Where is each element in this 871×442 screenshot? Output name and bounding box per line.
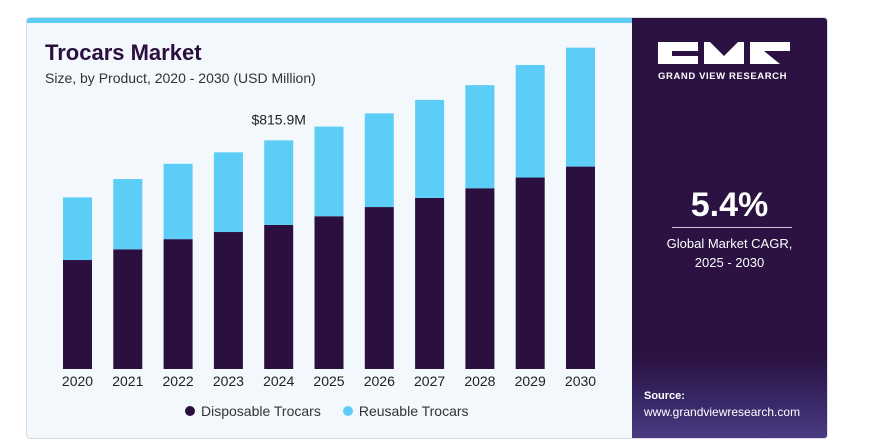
bar-disposable-2022 (163, 239, 193, 369)
x-tick-label-2025: 2025 (313, 373, 344, 389)
bar-reusable-2023 (213, 152, 243, 233)
bar-disposable-2026 (364, 207, 394, 369)
x-tick-label-2021: 2021 (112, 373, 143, 389)
value-annotation: $815.9M (251, 111, 305, 127)
cagr-value: 5.4% (690, 186, 769, 224)
legend-label-disposable: Disposable Trocars (201, 403, 321, 419)
source-background (632, 358, 827, 438)
cagr-label-line1: Global Market CAGR, (666, 236, 793, 251)
x-tick-label-2022: 2022 (163, 373, 194, 389)
bar-reusable-2030 (566, 47, 595, 167)
bar-disposable-2030 (566, 166, 595, 369)
cagr-label-line2: 2025 - 2030 (694, 255, 765, 270)
legend-swatch-reusable (342, 406, 353, 416)
bar-disposable-2023 (213, 232, 243, 369)
legend-item-disposable: Disposable Trocars (185, 403, 321, 419)
chart-subtitle: Size, by Product, 2020 - 2030 (USD Milli… (45, 70, 316, 86)
x-tick-label-2029: 2029 (515, 373, 546, 389)
bar-reusable-2021 (113, 179, 143, 250)
logo-mark-r (750, 42, 790, 64)
bar-disposable-2028 (465, 188, 495, 369)
source-url[interactable]: www.grandviewresearch.com (644, 405, 801, 419)
legend-label-reusable: Reusable Trocars (358, 403, 469, 419)
chart-title: Trocars Market (45, 40, 202, 65)
bar-reusable-2022 (163, 163, 193, 240)
grand-view-research-logo: GRAND VIEW RESEARCH (658, 42, 803, 82)
bar-reusable-2024 (264, 140, 294, 225)
bar-disposable-2024 (264, 224, 294, 369)
bar-reusable-2029 (515, 64, 545, 178)
bar-chart: 2020 2021 2022 2023 2024 $815.9M 2025 2026 2027 2… (62, 47, 596, 389)
x-tick-label-2030: 2030 (565, 373, 596, 389)
bar-reusable-2025 (314, 126, 344, 217)
chart-panel: Trocars Market Size, by Product, 2020 - … (27, 18, 632, 438)
source-label: Source: (644, 390, 685, 402)
legend-swatch-disposable (185, 406, 195, 416)
accent-bar (27, 18, 632, 23)
bar-reusable-2027 (415, 99, 445, 198)
x-tick-label-2028: 2028 (464, 373, 495, 389)
legend-item-reusable: Reusable Trocars (342, 403, 469, 419)
x-tick-label-2023: 2023 (213, 373, 244, 389)
bar-reusable-2020 (63, 197, 92, 261)
bar-disposable-2020 (63, 260, 92, 369)
bar-disposable-2027 (415, 197, 445, 369)
cagr-label: Global Market CAGR, 2025 - 2030 (632, 234, 827, 272)
bar-reusable-2026 (364, 113, 394, 208)
bar-disposable-2021 (113, 249, 143, 369)
logo-mark-v (704, 42, 744, 64)
bar-disposable-2029 (515, 177, 545, 369)
logo-text: GRAND VIEW RESEARCH (658, 71, 788, 82)
cagr-divider (672, 227, 792, 228)
bar-reusable-2028 (465, 85, 495, 189)
x-tick-label-2026: 2026 (364, 373, 395, 389)
brand-panel: GRAND VIEW RESEARCH 5.4% Global Market C… (632, 18, 827, 438)
chart-card: Trocars Market Size, by Product, 2020 - … (26, 17, 828, 439)
x-tick-label-2024: 2024 (263, 373, 294, 389)
legend: Disposable Trocars Reusable Trocars (185, 403, 469, 419)
x-tick-label-2027: 2027 (414, 373, 445, 389)
logo-marks (658, 42, 803, 64)
bar-disposable-2025 (314, 216, 344, 369)
x-tick-label-2020: 2020 (62, 373, 93, 389)
logo-mark-g (658, 42, 698, 64)
